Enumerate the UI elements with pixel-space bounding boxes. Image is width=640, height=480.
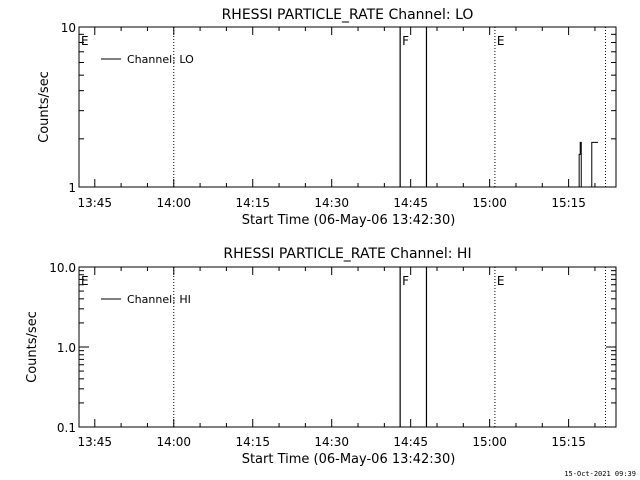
legend-label: Channel: HI — [127, 293, 191, 306]
x-tick-label: 14:45 — [393, 196, 428, 210]
x-tick-label: 15:00 — [472, 435, 507, 449]
x-tick-label: 14:15 — [235, 435, 270, 449]
x-tick-label: 14:45 — [393, 435, 428, 449]
y-tick-label: 10 — [61, 21, 76, 35]
y-tick-label: 1.0 — [57, 341, 76, 355]
y-tick-label: 1 — [68, 181, 76, 195]
x-tick-label: 15:15 — [551, 196, 586, 210]
chart-panel-hi: RHESSI PARTICLE_RATE Channel: HI 13:45 14:… — [25, 246, 617, 467]
x-tick-label: 14:00 — [156, 196, 191, 210]
y-tick-label: 10.0 — [49, 261, 76, 275]
y-axis-label: Counts/sec — [37, 71, 52, 143]
x-tick-label: 15:15 — [551, 435, 586, 449]
plot-timestamp: 15-Oct-2021 09:39 — [564, 470, 636, 478]
event-marker-f: F — [402, 274, 409, 288]
x-tick-label: 15:00 — [472, 196, 507, 210]
y-axis-label: Counts/sec — [25, 311, 40, 383]
x-tick-label: 14:30 — [314, 196, 349, 210]
event-marker-f: F — [402, 34, 409, 48]
x-tick-label: 13:45 — [77, 435, 112, 449]
event-marker-e: E — [497, 34, 505, 48]
chart-title: RHESSI PARTICLE_RATE Channel: HI — [223, 246, 471, 262]
chart-title: RHESSI PARTICLE_RATE Channel: LO — [222, 7, 474, 23]
plot-frame — [78, 266, 617, 428]
chart-panel-lo: RHESSI PARTICLE_RATE Channel: LO 13:45 14:… — [37, 7, 617, 228]
x-tick-label: 14:00 — [156, 435, 191, 449]
event-marker-e: E — [81, 34, 89, 48]
legend-label: Channel: LO — [127, 53, 194, 66]
plot-frame — [78, 26, 617, 188]
x-axis-label: Start Time (06-May-06 13:42:30) — [242, 452, 456, 467]
data-series-line — [578, 141, 599, 188]
event-marker-e: E — [497, 274, 505, 288]
x-tick-label: 13:45 — [77, 196, 112, 210]
x-tick-label: 14:15 — [235, 196, 270, 210]
x-axis-label: Start Time (06-May-06 13:42:30) — [242, 213, 456, 228]
event-marker-e: E — [81, 274, 89, 288]
y-tick-label: 0.1 — [57, 421, 76, 435]
x-tick-label: 14:30 — [314, 435, 349, 449]
